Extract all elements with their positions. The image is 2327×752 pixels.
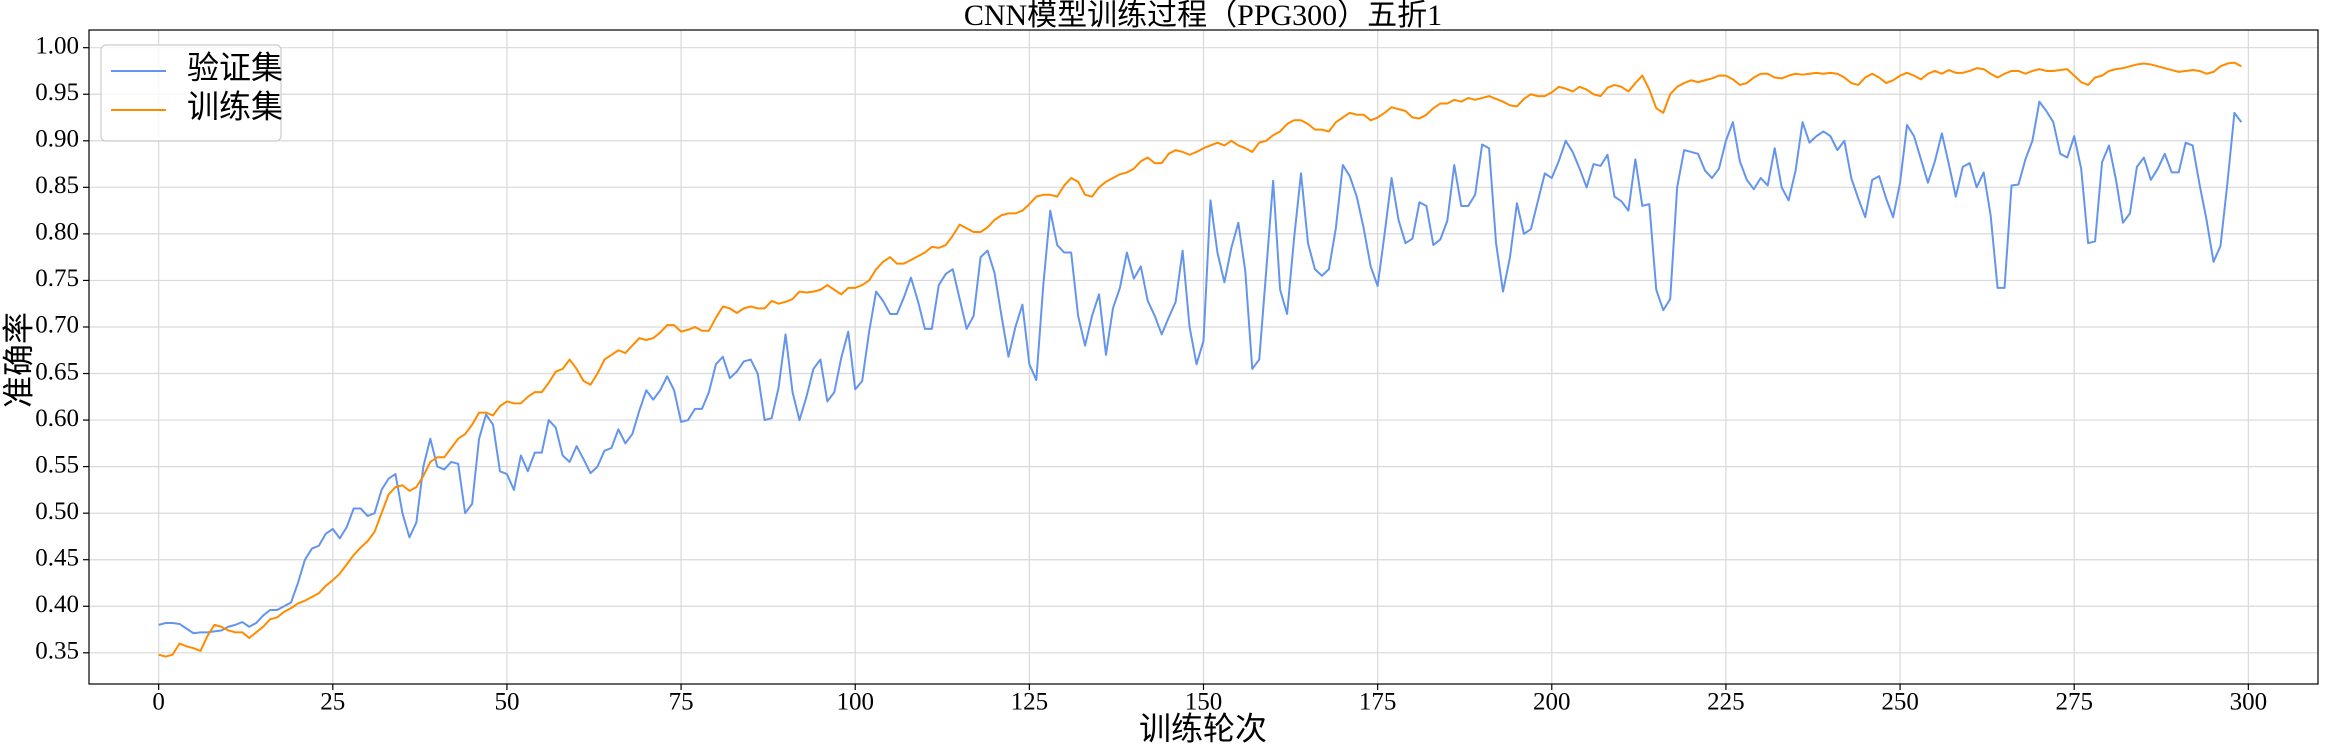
y-tick-label: 0.80 (35, 219, 79, 246)
y-tick-label: 1.00 (35, 32, 79, 59)
x-tick-label: 75 (669, 689, 694, 716)
legend-label: 训练集 (187, 88, 283, 124)
x-tick-label: 50 (494, 689, 519, 716)
x-tick-label: 125 (1011, 689, 1049, 716)
legend-box (100, 44, 282, 142)
y-tick-label: 0.55 (35, 451, 79, 478)
y-tick-label: 0.65 (35, 358, 79, 385)
y-tick-label: 0.90 (35, 126, 79, 153)
x-tick-label: 300 (2230, 689, 2268, 716)
x-tick-label: 200 (1533, 689, 1571, 716)
y-tick-label: 0.60 (35, 405, 79, 432)
x-tick-label: 25 (320, 689, 345, 716)
y-tick-label: 0.40 (35, 591, 79, 618)
x-tick-label: 250 (1881, 689, 1919, 716)
chart-title: CNN模型训练过程（PPG300）五折1 (964, 0, 1442, 32)
y-tick-label: 0.50 (35, 498, 79, 525)
y-tick-label: 0.45 (35, 544, 79, 571)
data-line (158, 61, 2242, 658)
legend-label: 验证集 (187, 49, 283, 85)
y-tick-label: 0.85 (35, 172, 79, 199)
y-tick-label: 0.75 (35, 265, 79, 292)
x-tick-label: 175 (1359, 689, 1397, 716)
x-tick-label: 275 (2055, 689, 2093, 716)
x-tick-label: 100 (836, 689, 874, 716)
x-tick-label: 225 (1707, 689, 1745, 716)
y-tick-label: 0.70 (35, 312, 79, 339)
y-tick-label: 0.35 (35, 638, 79, 665)
x-axis-label: 训练轮次 (1139, 710, 1267, 746)
y-axis-label: 准确率 (0, 312, 36, 408)
data-line (158, 100, 2243, 635)
x-tick-label: 0 (152, 689, 165, 716)
plot-frame (88, 29, 2319, 685)
y-tick-label: 0.95 (35, 79, 79, 106)
x-tick-label: 150 (1185, 689, 1223, 716)
